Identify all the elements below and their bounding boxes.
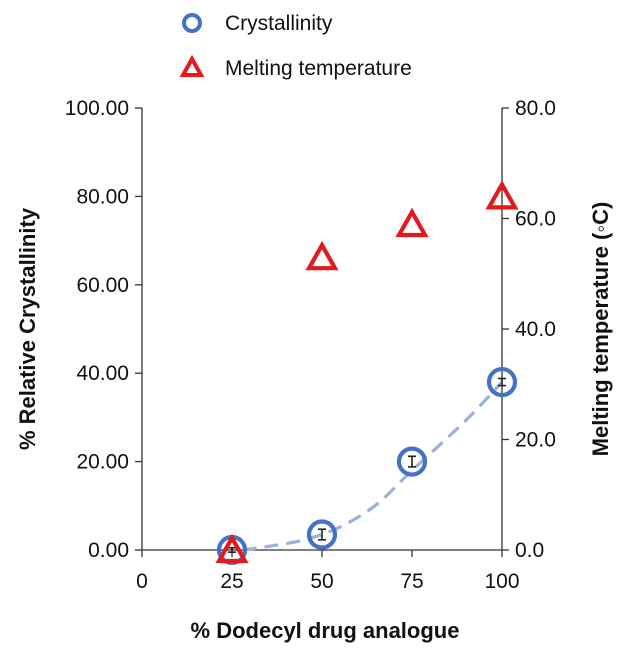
data-marks	[215, 180, 519, 566]
y-left-tick-label: 60.00	[76, 274, 129, 297]
axes	[141, 108, 503, 551]
y-left-tick-label: 0.00	[88, 539, 129, 562]
x-tick-label: 25	[220, 570, 243, 593]
y-right-tick-label: 0.0	[515, 539, 544, 562]
trendline-group	[242, 380, 504, 552]
y-axis-left-title: % Relative Crystallinity	[15, 207, 40, 450]
crystallinity-point	[486, 366, 518, 398]
crystallinity-point	[396, 446, 428, 477]
x-tick-label: 100	[484, 570, 519, 593]
legend-label-crystallinity: Crystallinity	[225, 12, 333, 35]
crystallinity-point	[306, 519, 338, 550]
x-tick-label: 75	[400, 570, 423, 593]
melting-temperature-point	[485, 180, 519, 210]
y-right-tick-label: 60.0	[515, 208, 556, 231]
melting-temperature-point	[395, 207, 429, 238]
x-tick-label: 0	[136, 570, 148, 593]
y-right-tick-label: 80.0	[515, 97, 556, 120]
melting-temperature-point	[215, 533, 249, 564]
y-left-tick-label: 100.00	[65, 97, 129, 120]
y-left-tick-label: 80.00	[76, 185, 129, 208]
x-axis-title: % Dodecyl drug analogue	[191, 618, 460, 643]
trendline-path	[242, 380, 504, 552]
legend-marker-crystallinity	[182, 13, 202, 33]
y-right-tick-label: 20.0	[515, 429, 556, 452]
y-right-tick-label: 40.0	[515, 318, 556, 341]
x-tick-label: 50	[310, 570, 333, 593]
ticks: 0.0020.0040.0060.0080.00100.000.020.040.…	[65, 97, 556, 593]
y-left-tick-label: 20.00	[76, 451, 129, 474]
legend: Crystallinity Melting temperature	[179, 12, 412, 80]
legend-label-melting-temperature: Melting temperature	[225, 57, 412, 80]
legend-marker-melting-temperature	[179, 54, 205, 77]
y-left-tick-label: 40.00	[76, 362, 129, 385]
melting-temperature-point	[305, 240, 339, 271]
y-axis-right-title: Melting temperature (◦C)	[588, 202, 613, 457]
